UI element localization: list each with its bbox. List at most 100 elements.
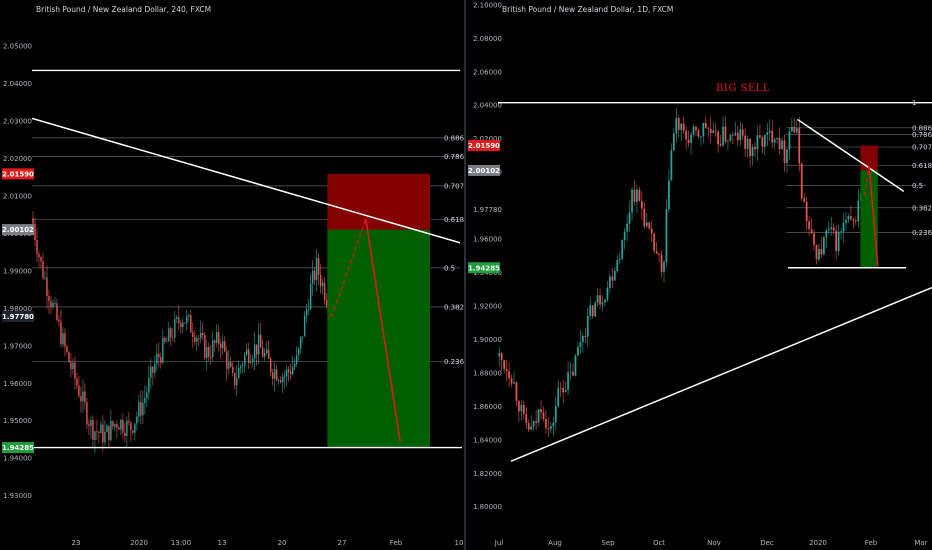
candle-body	[663, 261, 665, 272]
candle-body	[712, 130, 715, 134]
candle-body	[226, 351, 228, 369]
candle-body	[734, 132, 737, 136]
price-badge	[468, 140, 500, 152]
candle-body	[835, 230, 838, 252]
candle-body	[54, 302, 56, 304]
candle-body	[709, 128, 712, 134]
candle-body	[845, 219, 847, 223]
candle-body	[186, 316, 188, 324]
trendline-up[interactable]	[510, 286, 932, 462]
candle-body	[800, 163, 803, 199]
candle-body	[530, 426, 533, 430]
candle-body	[682, 123, 685, 131]
candle-body	[160, 357, 162, 363]
y-tick-label: 2.04000	[3, 80, 32, 88]
candle-body	[94, 431, 96, 440]
candle-body	[672, 133, 675, 151]
candle-body	[805, 201, 808, 222]
x-tick-label: Nov	[707, 539, 721, 547]
candle-body	[611, 276, 614, 281]
candle-body	[503, 360, 506, 370]
candle-body	[279, 380, 282, 383]
candle-body	[545, 419, 547, 429]
candle-body	[50, 301, 52, 307]
target-zone[interactable]	[860, 170, 878, 268]
candle-body	[756, 135, 759, 150]
candle-body	[840, 231, 842, 233]
candle-body	[40, 257, 42, 262]
big-sell-annotation: BIG SELL	[716, 83, 770, 94]
panel-divider[interactable]	[464, 0, 466, 550]
candle-body	[658, 253, 660, 255]
candle-body	[228, 362, 230, 369]
candle-body	[763, 134, 766, 147]
target-zone[interactable]	[327, 229, 431, 448]
candle-body	[581, 335, 584, 342]
candle-body	[537, 409, 540, 423]
candle-body	[668, 180, 670, 210]
chart-panel-1d[interactable]: British Pound / New Zealand Dollar, 1D, …	[466, 0, 932, 550]
sell-zone[interactable]	[327, 173, 431, 230]
candle-body	[739, 129, 742, 141]
fib-level-label: 0.618	[912, 162, 932, 170]
candle-body	[675, 117, 678, 134]
candle-body	[126, 420, 128, 437]
y-tick-label: 1.84000	[473, 436, 502, 444]
candle-body	[36, 239, 38, 255]
candle-body	[194, 337, 196, 342]
price-badge-label: 1.94285	[468, 264, 500, 272]
candle-body	[599, 295, 601, 305]
candle-body	[520, 405, 523, 412]
y-tick-label: 1.94000	[3, 455, 32, 463]
candle-body	[557, 387, 560, 407]
candle-body	[198, 338, 200, 339]
candle-body	[732, 134, 734, 136]
chart-svg-4h[interactable]: British Pound / New Zealand Dollar, 240,…	[0, 0, 466, 550]
trendline[interactable]	[31, 117, 461, 244]
candle-body	[98, 432, 100, 434]
candle-body	[291, 367, 294, 375]
candle-body	[196, 338, 198, 342]
candle-body	[64, 333, 66, 347]
candle-body	[307, 309, 310, 310]
candle-body	[174, 318, 176, 338]
candle-body	[626, 223, 628, 232]
candle-body	[132, 430, 134, 433]
candle-body	[513, 382, 515, 384]
candle-body	[256, 344, 258, 355]
projection-up-dashed[interactable]	[864, 165, 870, 196]
candle-body	[116, 424, 118, 428]
candle-body	[722, 126, 724, 146]
fib-level-label: 0.786	[444, 153, 465, 161]
y-tick-label: 2.06000	[473, 68, 502, 76]
y-tick-label: 1.96000	[473, 236, 502, 244]
projection-down-line[interactable]	[868, 165, 879, 266]
candle-body	[214, 340, 216, 343]
chart-svg-1d[interactable]: British Pound / New Zealand Dollar, 1D, …	[466, 0, 932, 550]
candle-body	[795, 128, 798, 133]
projection-down-line[interactable]	[365, 219, 401, 442]
candle-body	[56, 302, 58, 320]
trendline-down[interactable]	[797, 118, 905, 192]
candle-body	[759, 135, 761, 138]
candle-body	[313, 270, 316, 281]
candle-body	[162, 338, 164, 363]
candle-body	[633, 189, 636, 202]
candle-body	[680, 123, 683, 130]
projection-up-dashed[interactable]	[331, 218, 367, 317]
candle-body	[655, 251, 658, 254]
candle-body	[240, 366, 242, 368]
candle-body	[252, 358, 254, 362]
x-tick-label: 2020	[809, 539, 827, 547]
candle-body	[754, 146, 756, 150]
candle-body	[100, 424, 102, 434]
candle-body	[540, 409, 542, 413]
candle-body	[727, 140, 729, 142]
price-badge-label: 2.00102	[2, 226, 34, 234]
candle-body	[273, 369, 276, 379]
y-tick-label: 1.97780	[473, 206, 502, 214]
candle-body	[636, 189, 638, 202]
candle-body	[150, 366, 152, 378]
candle-body	[643, 208, 646, 227]
chart-panel-4h[interactable]: British Pound / New Zealand Dollar, 240,…	[0, 0, 466, 550]
